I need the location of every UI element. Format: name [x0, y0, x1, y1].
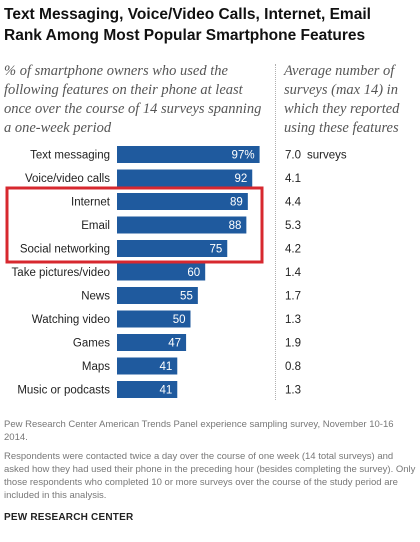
- avg-surveys-maps: 0.8: [285, 361, 301, 373]
- category-label-internet: Internet: [71, 197, 111, 209]
- bar-email: [117, 216, 247, 234]
- bar-games: [117, 334, 187, 351]
- value-label-voice-video-calls: 92: [234, 173, 247, 185]
- category-label-social-networking: Social networking: [20, 244, 110, 256]
- avg-surveys-email: 5.3: [285, 220, 301, 232]
- source-note: Pew Research Center American Trends Pane…: [4, 419, 394, 443]
- chart-subtitle: % of smartphone owners who used the foll…: [4, 63, 262, 136]
- value-label-watching-video: 50: [173, 314, 186, 326]
- avg-surveys-subtitle: Average number of surveys (max 14) in wh…: [284, 63, 400, 136]
- value-label-news: 55: [180, 291, 193, 303]
- avg-surveys-text-messaging: 7.0: [285, 150, 301, 162]
- category-label-games: Games: [73, 338, 110, 350]
- bar-internet: [117, 193, 248, 210]
- category-label-maps: Maps: [82, 361, 110, 373]
- value-label-internet: 89: [230, 197, 243, 209]
- pew-credit: PEW RESEARCH CENTER: [4, 512, 134, 523]
- value-label-email: 88: [229, 220, 242, 232]
- category-label-text-messaging: Text messaging: [30, 150, 110, 162]
- avg-surveys-internet: 4.4: [285, 197, 302, 209]
- category-label-watching-video: Watching video: [32, 314, 110, 326]
- avg-surveys-music-or-podcasts: 1.3: [285, 385, 301, 397]
- value-label-text-messaging: 97%: [232, 150, 255, 162]
- avg-surveys-watching-video: 1.3: [285, 314, 301, 326]
- value-label-maps: 41: [159, 361, 172, 373]
- avg-surveys-take-pictures-video: 1.4: [285, 267, 302, 279]
- category-label-email: Email: [81, 220, 110, 232]
- bar-voice-video-calls: [117, 169, 253, 187]
- highlight-box: [5, 186, 264, 264]
- category-label-voice-video-calls: Voice/video calls: [25, 173, 110, 185]
- bar-music-or-podcasts: [117, 381, 178, 398]
- bar-text-messaging: [117, 146, 260, 163]
- category-label-take-pictures-video: Take pictures/video: [12, 267, 110, 279]
- bar-social-networking: [117, 240, 228, 257]
- avg-surveys-news: 1.7: [285, 291, 301, 303]
- value-label-take-pictures-video: 60: [187, 267, 200, 279]
- category-label-news: News: [81, 291, 110, 303]
- avg-surveys-voice-video-calls: 4.1: [285, 173, 301, 185]
- avg-unit-label: surveys: [307, 150, 347, 162]
- chart-title: Text Messaging, Voice/Video Calls, Inter…: [4, 6, 371, 44]
- value-label-games: 47: [168, 338, 181, 350]
- column-divider: [275, 64, 276, 400]
- value-label-social-networking: 75: [209, 244, 222, 256]
- avg-surveys-games: 1.9: [285, 338, 301, 350]
- avg-surveys-social-networking: 4.2: [285, 244, 301, 256]
- methodology-note: Respondents were contacted twice a day o…: [4, 451, 416, 501]
- value-label-music-or-podcasts: 41: [159, 385, 172, 397]
- category-label-music-or-podcasts: Music or podcasts: [17, 385, 110, 397]
- bar-maps: [117, 357, 178, 375]
- bar-news: [117, 287, 198, 304]
- bar-take-pictures-video: [117, 263, 206, 281]
- bar-watching-video: [117, 310, 191, 328]
